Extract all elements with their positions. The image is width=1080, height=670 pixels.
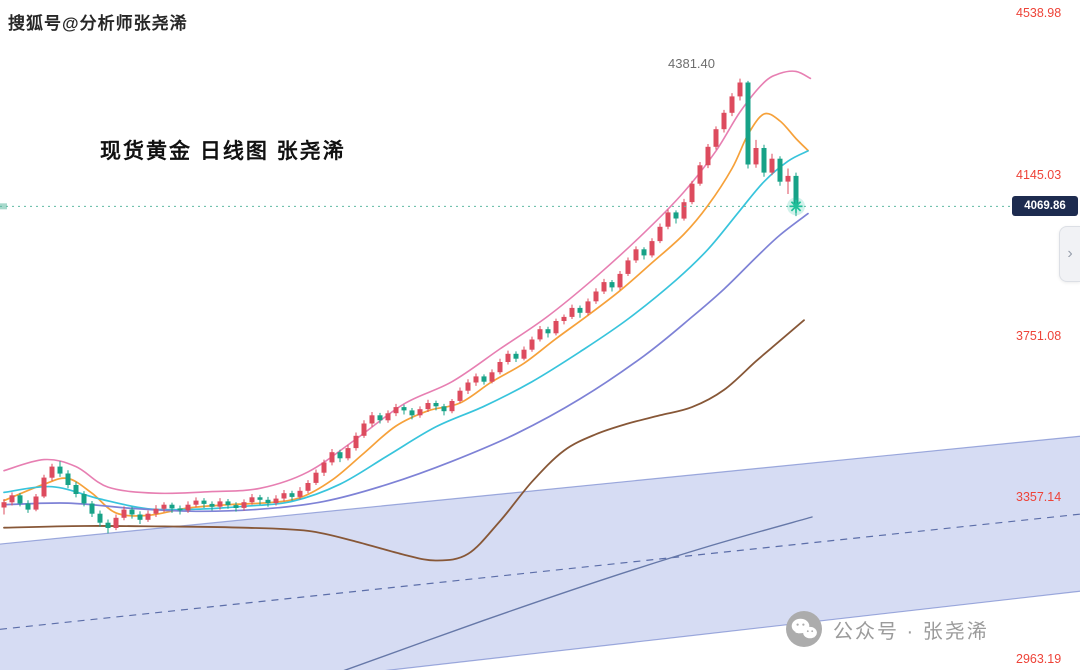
overlay-ma-brown [3, 319, 805, 562]
candles-layer [1, 78, 799, 534]
panel-expand-button[interactable]: › [1059, 226, 1080, 282]
chevron-right-icon: › [1067, 245, 1073, 262]
overlay-envelope-pink [3, 70, 812, 495]
axis-price-label: 2963.19 [1016, 652, 1062, 666]
overlay-ma-purple [3, 212, 809, 513]
wechat-icon [786, 611, 822, 647]
overlay-trendline-slate [343, 516, 813, 670]
overlay-ma-cyan [3, 150, 809, 511]
watermark-wechat-text: 公众号 · 张尧浠 [833, 620, 989, 643]
overlay-ma-fast-orange [3, 112, 809, 517]
peak-high-label: 4381.40 [668, 56, 715, 71]
current-price-badge: 4069.86 [1012, 196, 1078, 217]
watermark-wechat: 公众号 · 张尧浠 [786, 610, 989, 648]
chart-title: 现货黄金 日线图 张尧浠 [100, 140, 346, 163]
price-axis[interactable]: 4538.98 4145.03 3751.08 3357.14 2963.19 [1010, 0, 1080, 670]
axis-price-label: 3357.14 [1016, 490, 1062, 505]
axis-price-label: 4145.03 [1016, 167, 1062, 182]
last-price-marker [787, 197, 805, 216]
axis-price-label: 4538.98 [1016, 6, 1062, 20]
axis-price-label: 3751.08 [1016, 329, 1062, 343]
price-line-left-tick [0, 203, 7, 210]
watermark-sohu: 搜狐号@分析师张尧浠 [8, 14, 188, 33]
